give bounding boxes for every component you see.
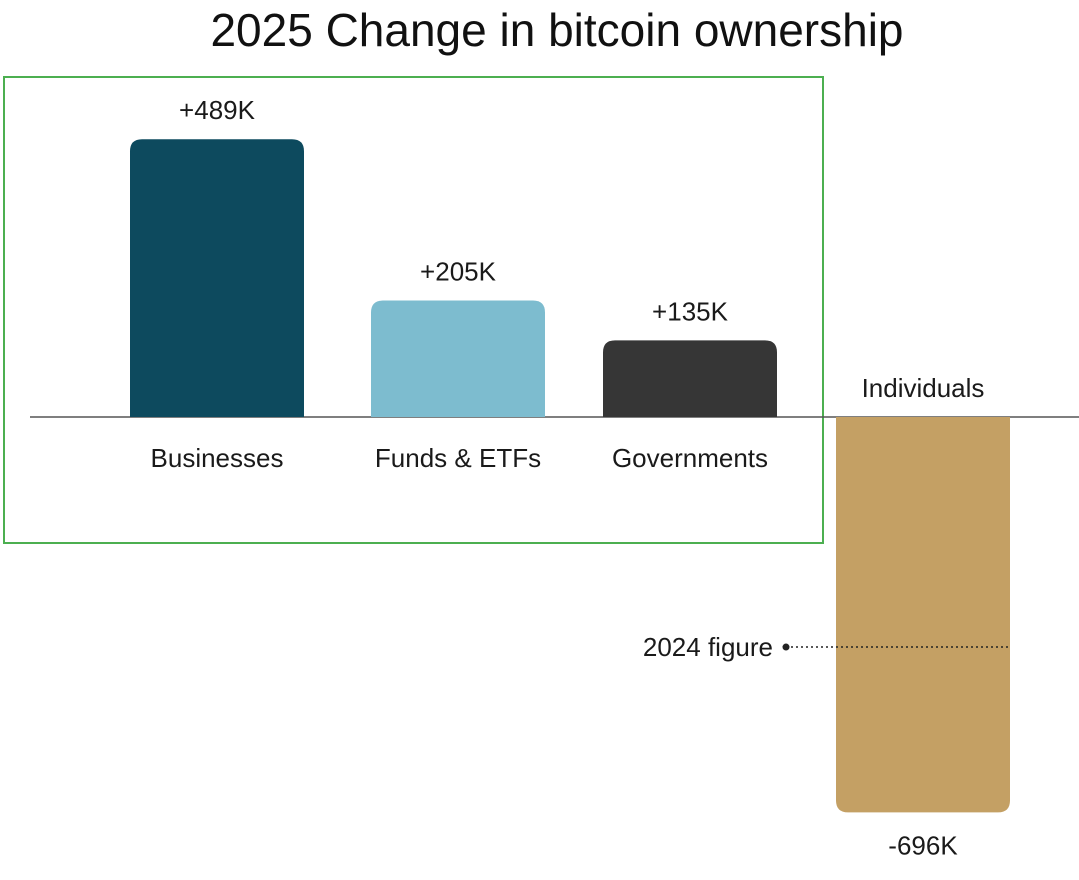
- highlight-box: [3, 76, 824, 544]
- value-label: -696K: [888, 830, 958, 860]
- value-label: +205K: [420, 257, 497, 287]
- bar-funds-etfs: [371, 300, 545, 417]
- chart-title: 2025 Change in bitcoin ownership: [210, 4, 903, 56]
- category-label: Funds & ETFs: [375, 443, 541, 473]
- annotation-dot: [782, 643, 790, 651]
- category-label: Businesses: [151, 443, 284, 473]
- value-label: +489K: [179, 95, 256, 125]
- bar-governments: [603, 340, 777, 417]
- annotation-label: 2024 figure: [643, 632, 773, 662]
- bar-individuals: [836, 417, 1010, 813]
- category-label: Governments: [612, 443, 768, 473]
- value-label: +135K: [652, 296, 729, 326]
- bar-businesses: [130, 139, 304, 418]
- category-label: Individuals: [862, 373, 985, 403]
